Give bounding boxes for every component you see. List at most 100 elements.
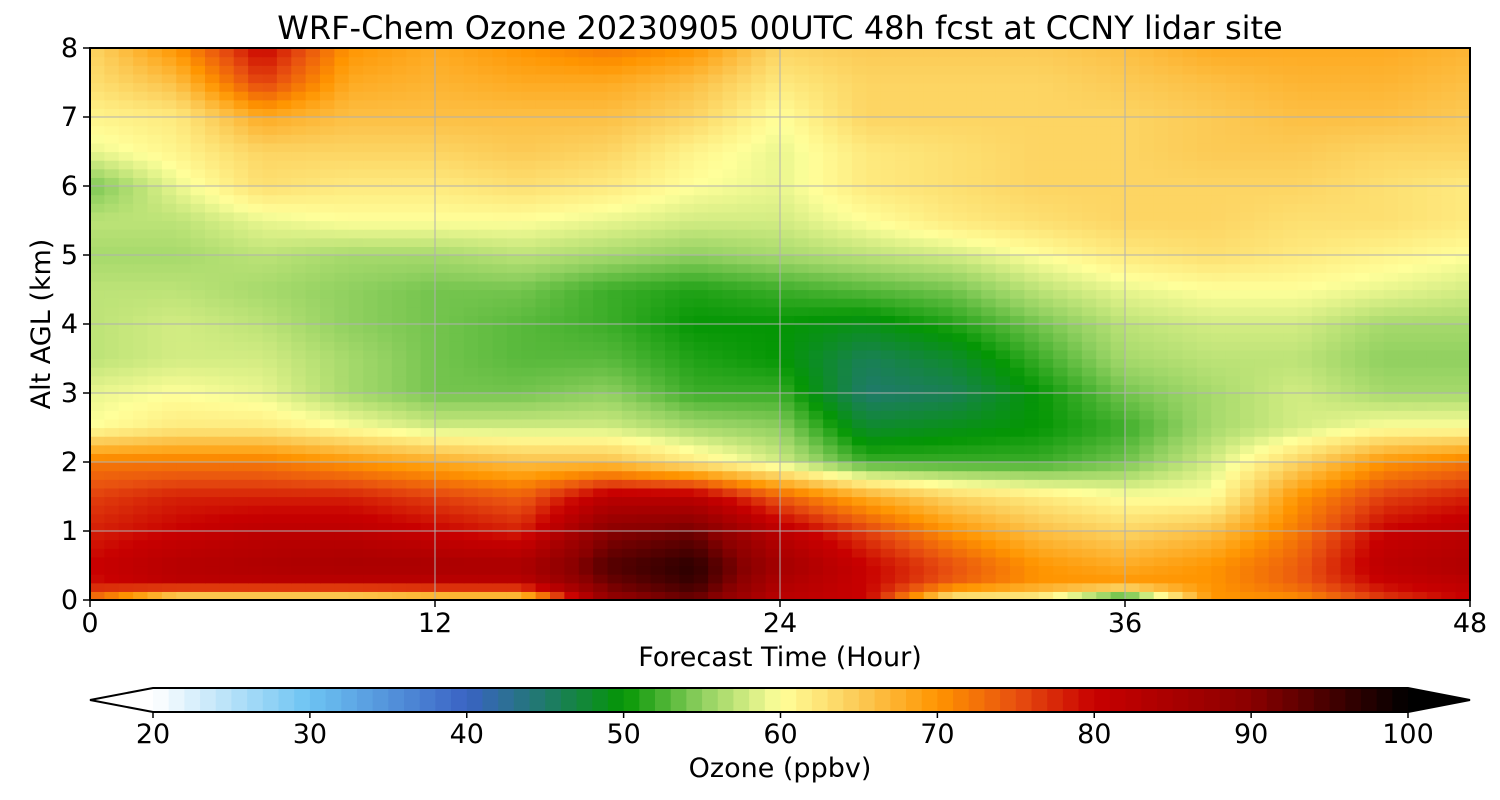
- heatmap-cell: [564, 194, 580, 204]
- heatmap-cell: [765, 384, 781, 394]
- heatmap-cell: [521, 246, 537, 256]
- heatmap-cell: [1067, 591, 1083, 601]
- heatmap-cell: [406, 487, 422, 498]
- heatmap-cell: [578, 539, 594, 549]
- heatmap-cell: [851, 582, 867, 592]
- heatmap-cell: [1153, 272, 1169, 282]
- heatmap-cell: [1139, 444, 1155, 454]
- heatmap-cell: [176, 556, 192, 567]
- heatmap-cell: [406, 522, 422, 532]
- heatmap-cell: [981, 574, 997, 584]
- heatmap-cell: [1038, 393, 1054, 403]
- heatmap-cell: [679, 211, 695, 222]
- heatmap-cell: [104, 324, 120, 334]
- heatmap-cell: [1297, 427, 1313, 437]
- heatmap-cell: [837, 393, 853, 403]
- heatmap-cell: [1254, 487, 1270, 498]
- heatmap-cell: [1240, 151, 1255, 161]
- heatmap-cell: [1125, 246, 1140, 256]
- heatmap-cell: [478, 470, 494, 480]
- heatmap-cell: [1268, 444, 1284, 454]
- heatmap-cell: [133, 358, 149, 368]
- heatmap-cell: [161, 401, 177, 411]
- heatmap-cell: [334, 513, 350, 523]
- heatmap-cell: [1297, 160, 1313, 170]
- heatmap-cell: [966, 272, 982, 282]
- heatmap-cell: [650, 548, 666, 558]
- heatmap-cell: [1081, 418, 1097, 429]
- heatmap-cell: [851, 263, 867, 273]
- heatmap-cell: [1125, 306, 1140, 316]
- heatmap-cell: [1383, 237, 1399, 247]
- heatmap-cell: [391, 306, 407, 316]
- heatmap-cell: [147, 531, 163, 541]
- heatmap-cell: [665, 591, 680, 601]
- heatmap-cell: [1283, 487, 1299, 498]
- heatmap-cell: [1096, 194, 1112, 204]
- heatmap-cell: [478, 513, 494, 523]
- heatmap-cell: [780, 393, 795, 403]
- heatmap-cell: [478, 229, 494, 239]
- heatmap-cell: [1455, 306, 1471, 316]
- heatmap-cell: [1355, 186, 1370, 196]
- heatmap-cell: [621, 263, 637, 273]
- heatmap-cell: [1383, 556, 1399, 567]
- heatmap-cell: [219, 298, 235, 308]
- heatmap-cell: [665, 574, 680, 584]
- heatmap-cell: [291, 237, 307, 247]
- heatmap-cell: [521, 220, 537, 230]
- heatmap-cell: [521, 272, 537, 282]
- heatmap-cell: [1038, 410, 1054, 420]
- heatmap-cell: [1010, 332, 1025, 342]
- heatmap-cell: [104, 582, 120, 592]
- heatmap-cell: [420, 203, 436, 213]
- heatmap-cell: [435, 487, 450, 498]
- heatmap-cell: [981, 168, 997, 178]
- heatmap-cell: [406, 427, 422, 437]
- heatmap-cell: [650, 229, 666, 239]
- heatmap-cell: [765, 324, 781, 334]
- heatmap-cell: [952, 237, 968, 247]
- heatmap-cell: [1096, 375, 1112, 385]
- heatmap-cell: [765, 393, 781, 403]
- heatmap-cell: [291, 177, 307, 187]
- heatmap-cell: [1024, 582, 1040, 592]
- heatmap-cell: [1340, 384, 1356, 394]
- heatmap-cell: [665, 306, 680, 316]
- heatmap-cell: [276, 220, 292, 230]
- heatmap-cell: [334, 263, 350, 273]
- heatmap-cell: [463, 289, 479, 299]
- heatmap-cell: [276, 358, 292, 368]
- heatmap-cell: [966, 505, 982, 515]
- heatmap-cell: [1010, 436, 1025, 446]
- heatmap-cell: [1125, 418, 1140, 429]
- heatmap-cell: [1053, 332, 1069, 342]
- heatmap-cell: [679, 375, 695, 385]
- heatmap-cell: [1326, 401, 1342, 411]
- heatmap-cell: [981, 367, 997, 377]
- heatmap-cell: [248, 203, 264, 213]
- heatmap-cell: [1383, 453, 1399, 463]
- heatmap-cell: [449, 272, 465, 282]
- heatmap-cell: [837, 505, 853, 515]
- heatmap-cell: [90, 298, 105, 308]
- heatmap-cell: [1125, 384, 1140, 394]
- heatmap-cell: [564, 332, 580, 342]
- heatmap-cell: [1038, 444, 1054, 454]
- heatmap-cell: [751, 505, 767, 515]
- heatmap-cell: [1398, 375, 1414, 385]
- heatmap-cell: [1010, 315, 1025, 325]
- heatmap-cell: [406, 444, 422, 454]
- heatmap-cell: [118, 263, 134, 273]
- heatmap-cell: [348, 487, 364, 498]
- heatmap-cell: [1326, 272, 1342, 282]
- heatmap-cell: [909, 220, 925, 230]
- heatmap-cell: [449, 436, 465, 446]
- heatmap-cell: [1211, 367, 1227, 377]
- heatmap-cell: [219, 280, 235, 291]
- heatmap-cell: [1153, 220, 1169, 230]
- heatmap-cell: [1283, 332, 1299, 342]
- heatmap-cell: [363, 453, 379, 463]
- heatmap-cell: [219, 160, 235, 170]
- heatmap-cell: [1326, 306, 1342, 316]
